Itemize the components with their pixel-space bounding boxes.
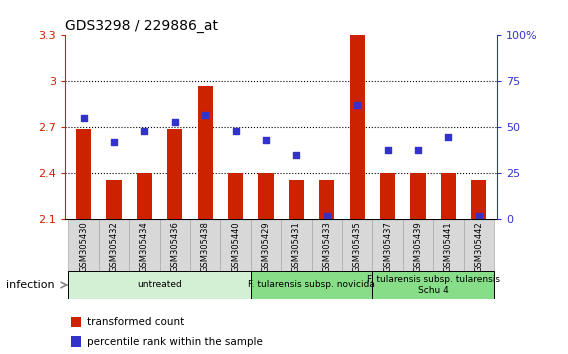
Text: GSM305432: GSM305432	[110, 221, 119, 272]
Bar	[228, 173, 243, 219]
Point	[140, 128, 149, 134]
Text: GSM305439: GSM305439	[414, 221, 423, 272]
Bar	[258, 173, 274, 219]
Bar	[373, 219, 403, 271]
Bar	[342, 219, 373, 271]
Text: transformed count: transformed count	[87, 317, 184, 327]
Bar	[129, 219, 160, 271]
Text: GSM305437: GSM305437	[383, 221, 392, 272]
Text: GSM305441: GSM305441	[444, 221, 453, 272]
Text: F. tularensis subsp. novicida: F. tularensis subsp. novicida	[248, 280, 375, 290]
Point	[444, 134, 453, 139]
Bar	[312, 219, 342, 271]
Bar	[349, 35, 365, 219]
Bar	[471, 179, 486, 219]
Bar	[250, 271, 373, 299]
Bar	[68, 271, 250, 299]
Bar	[160, 219, 190, 271]
Point	[322, 213, 331, 219]
Bar	[167, 129, 182, 219]
Point	[474, 213, 483, 219]
Text: F. tularensis subsp. tularensis
Schu 4: F. tularensis subsp. tularensis Schu 4	[367, 275, 500, 295]
Bar	[250, 219, 281, 271]
Point	[201, 112, 210, 118]
Bar	[281, 219, 312, 271]
Bar	[433, 219, 463, 271]
Bar	[198, 86, 213, 219]
Bar	[403, 219, 433, 271]
Point	[383, 147, 392, 152]
Point	[110, 139, 119, 145]
Text: GSM305436: GSM305436	[170, 221, 179, 272]
Text: GSM305440: GSM305440	[231, 221, 240, 272]
Bar	[106, 179, 122, 219]
Point	[292, 152, 301, 158]
Point	[414, 147, 423, 152]
Text: GSM305438: GSM305438	[201, 221, 210, 272]
Text: GSM305442: GSM305442	[474, 221, 483, 272]
Point	[261, 137, 270, 143]
Point	[79, 115, 88, 121]
Text: GSM305435: GSM305435	[353, 221, 362, 272]
Point	[231, 128, 240, 134]
Bar	[220, 219, 250, 271]
Text: GSM305430: GSM305430	[79, 221, 88, 272]
Text: GDS3298 / 229886_at: GDS3298 / 229886_at	[65, 19, 218, 33]
Bar	[319, 179, 335, 219]
Bar	[441, 173, 456, 219]
Bar	[463, 219, 494, 271]
Text: infection: infection	[6, 280, 55, 290]
Bar	[373, 271, 494, 299]
Bar	[289, 179, 304, 219]
Text: untreated: untreated	[137, 280, 182, 290]
Text: GSM305434: GSM305434	[140, 221, 149, 272]
Bar	[137, 173, 152, 219]
Bar	[410, 173, 425, 219]
Point	[353, 103, 362, 108]
Bar	[76, 129, 91, 219]
Bar	[380, 173, 395, 219]
Text: percentile rank within the sample: percentile rank within the sample	[87, 337, 263, 347]
Text: GSM305431: GSM305431	[292, 221, 301, 272]
Bar	[190, 219, 220, 271]
Bar	[99, 219, 129, 271]
Text: GSM305433: GSM305433	[322, 221, 331, 272]
Text: GSM305429: GSM305429	[261, 221, 270, 272]
Bar	[68, 219, 99, 271]
Point	[170, 119, 179, 125]
